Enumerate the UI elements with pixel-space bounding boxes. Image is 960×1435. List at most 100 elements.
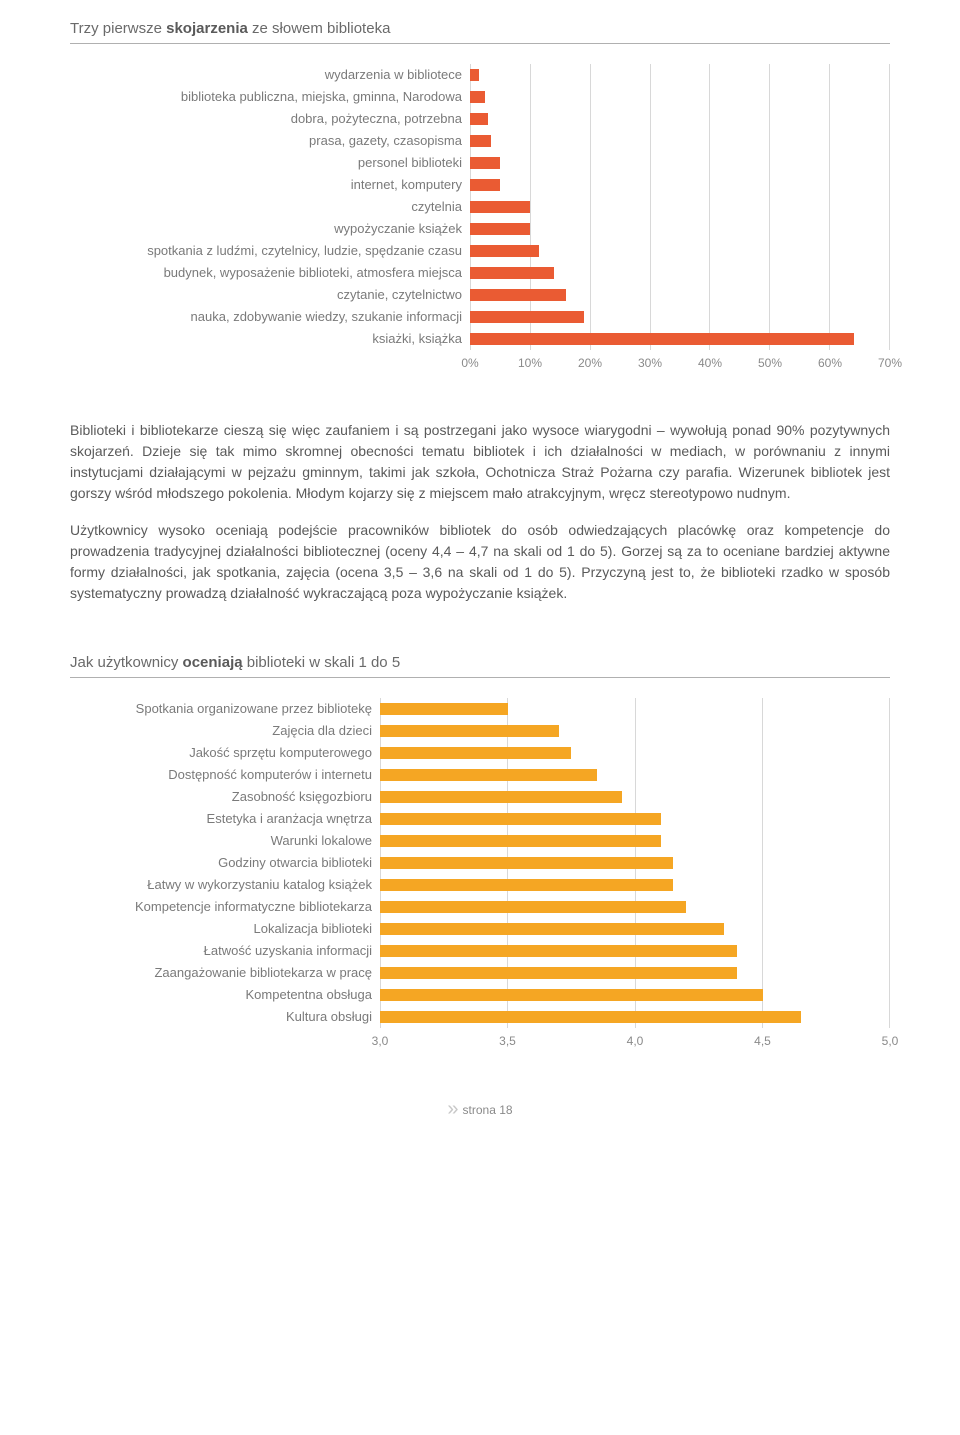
bar bbox=[380, 857, 673, 869]
chart2-title: Jak użytkownicy oceniają biblioteki w sk… bbox=[70, 654, 890, 678]
bar-row bbox=[380, 698, 890, 720]
bar-row bbox=[380, 742, 890, 764]
bar bbox=[380, 901, 686, 913]
bar-row bbox=[470, 284, 890, 306]
bar bbox=[470, 245, 539, 257]
bar-label: Kultura obsługi bbox=[70, 1006, 380, 1028]
bar-row bbox=[380, 962, 890, 984]
bar-label: Jakość sprzętu komputerowego bbox=[70, 742, 380, 764]
bar-label: Łatwy w wykorzystaniu katalog książek bbox=[70, 874, 380, 896]
bar-row bbox=[470, 64, 890, 86]
chart2-title-prefix: Jak użytkownicy bbox=[70, 654, 183, 671]
bar-label: Zaangażowanie bibliotekarza w pracę bbox=[70, 962, 380, 984]
bar bbox=[380, 725, 559, 737]
bar-row bbox=[470, 328, 890, 350]
bar-row bbox=[470, 240, 890, 262]
bar-label: Warunki lokalowe bbox=[70, 830, 380, 852]
bar bbox=[470, 157, 500, 169]
chart1-x-axis: 0%10%20%30%40%50%60%70% bbox=[470, 356, 890, 380]
bar-label: biblioteka publiczna, miejska, gminna, N… bbox=[70, 86, 470, 108]
bar-row bbox=[380, 830, 890, 852]
bar-row bbox=[380, 874, 890, 896]
chart-ratings: Jak użytkownicy oceniają biblioteki w sk… bbox=[70, 654, 890, 1058]
bar-row bbox=[380, 940, 890, 962]
bar bbox=[380, 769, 597, 781]
bar bbox=[380, 989, 763, 1001]
bar bbox=[380, 879, 673, 891]
bar bbox=[470, 311, 584, 323]
bar bbox=[470, 69, 479, 81]
bar-label: wypożyczanie książek bbox=[70, 218, 470, 240]
bar-label: spotkania z ludźmi, czytelnicy, ludzie, … bbox=[70, 240, 470, 262]
bar-row bbox=[380, 984, 890, 1006]
bar bbox=[470, 289, 566, 301]
chart2-title-strong: oceniają bbox=[183, 654, 243, 671]
bar bbox=[380, 1011, 801, 1023]
bar-row bbox=[380, 786, 890, 808]
bar-label: Zajęcia dla dzieci bbox=[70, 720, 380, 742]
bar-label: czytelnia bbox=[70, 196, 470, 218]
bar-row bbox=[470, 262, 890, 284]
paragraph-1: Biblioteki i bibliotekarze cieszą się wi… bbox=[70, 420, 890, 504]
bar-label: ksiażki, książka bbox=[70, 328, 470, 350]
chevron-right-icon: » bbox=[447, 1098, 452, 1121]
bar-label: personel biblioteki bbox=[70, 152, 470, 174]
bar bbox=[380, 747, 571, 759]
chart2-x-axis: 3,03,54,04,55,0 bbox=[380, 1034, 890, 1058]
bar-label: Spotkania organizowane przez bibliotekę bbox=[70, 698, 380, 720]
bar-row bbox=[470, 306, 890, 328]
bar-label: Dostępność komputerów i internetu bbox=[70, 764, 380, 786]
bar bbox=[380, 813, 661, 825]
chart1-axis-spacer bbox=[70, 350, 470, 380]
bar bbox=[470, 179, 500, 191]
bar-row bbox=[470, 174, 890, 196]
bar bbox=[470, 223, 530, 235]
bar bbox=[380, 703, 508, 715]
chart2-axis-row: 3,03,54,04,55,0 bbox=[70, 1028, 890, 1058]
bar-label: Kompetencje informatyczne bibliotekarza bbox=[70, 896, 380, 918]
bar-label: czytanie, czytelnictwo bbox=[70, 284, 470, 306]
chart1-plot bbox=[470, 64, 890, 350]
bar-row bbox=[380, 808, 890, 830]
chart1-labels: wydarzenia w bibliotecebiblioteka public… bbox=[70, 64, 470, 350]
chart2-bars bbox=[380, 698, 890, 1028]
bar-label: nauka, zdobywanie wiedzy, szukanie infor… bbox=[70, 306, 470, 328]
bar-label: internet, komputery bbox=[70, 174, 470, 196]
chart2-axis-spacer bbox=[70, 1028, 380, 1058]
bar-row bbox=[380, 720, 890, 742]
chart2-plot bbox=[380, 698, 890, 1028]
chart1-bars bbox=[470, 64, 890, 350]
bar-row bbox=[380, 764, 890, 786]
bar-row bbox=[470, 108, 890, 130]
chart1-body: wydarzenia w bibliotecebiblioteka public… bbox=[70, 64, 890, 350]
body-text-block: Biblioteki i bibliotekarze cieszą się wi… bbox=[70, 420, 890, 604]
page-number: strona 18 bbox=[463, 1103, 513, 1117]
bar-row bbox=[470, 130, 890, 152]
bar-label: wydarzenia w bibliotece bbox=[70, 64, 470, 86]
bar bbox=[470, 135, 491, 147]
bar-label: dobra, pożyteczna, potrzebna bbox=[70, 108, 470, 130]
bar bbox=[470, 201, 530, 213]
bar bbox=[470, 113, 488, 125]
chart1-title-prefix: Trzy pierwsze bbox=[70, 20, 166, 37]
chart2-title-suffix: biblioteki w skali 1 do 5 bbox=[243, 654, 401, 671]
bar-label: budynek, wyposażenie biblioteki, atmosfe… bbox=[70, 262, 470, 284]
paragraph-2: Użytkownicy wysoko oceniają podejście pr… bbox=[70, 520, 890, 604]
bar-label: Estetyka i aranżacja wnętrza bbox=[70, 808, 380, 830]
bar bbox=[470, 333, 854, 345]
bar bbox=[380, 945, 737, 957]
bar-label: prasa, gazety, czasopisma bbox=[70, 130, 470, 152]
bar bbox=[470, 91, 485, 103]
bar bbox=[380, 835, 661, 847]
bar-row bbox=[470, 196, 890, 218]
bar-label: Kompetentna obsługa bbox=[70, 984, 380, 1006]
bar-label: Lokalizacja biblioteki bbox=[70, 918, 380, 940]
bar-row bbox=[380, 852, 890, 874]
bar bbox=[470, 267, 554, 279]
bar-label: Łatwość uzyskania informacji bbox=[70, 940, 380, 962]
bar-row bbox=[470, 86, 890, 108]
chart2-body: Spotkania organizowane przez bibliotekęZ… bbox=[70, 698, 890, 1028]
page-footer: » strona 18 bbox=[70, 1098, 890, 1121]
bar bbox=[380, 791, 622, 803]
chart1-title-strong: skojarzenia bbox=[166, 20, 248, 37]
